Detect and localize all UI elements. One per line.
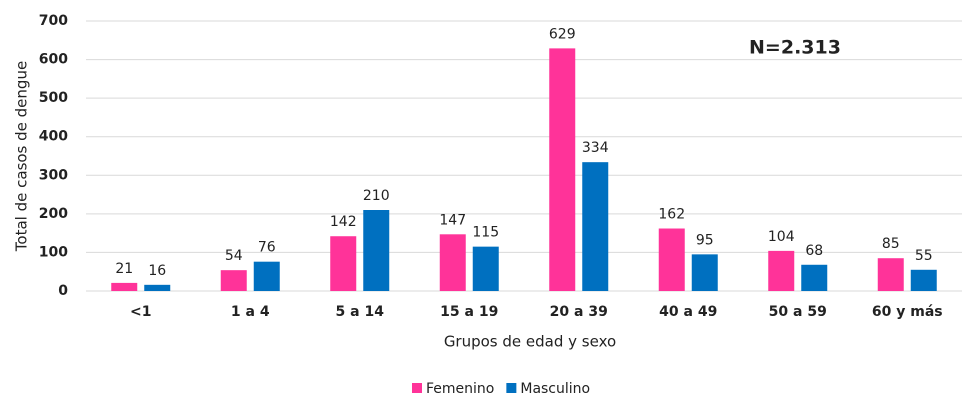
value-label: 21 (115, 261, 133, 277)
x-tick-label: 1 a 4 (231, 304, 270, 320)
bar (439, 234, 466, 291)
x-tick-label: 15 a 19 (440, 304, 498, 320)
bar (253, 261, 280, 291)
value-label: 68 (805, 243, 823, 259)
legend-label: Masculino (520, 381, 590, 397)
value-label: 629 (549, 26, 576, 42)
value-label: 85 (882, 236, 900, 252)
bar (472, 246, 499, 291)
x-tick-label: 20 a 39 (550, 304, 608, 320)
legend-swatch (506, 383, 517, 393)
bar (877, 258, 904, 291)
y-tick-label: 200 (39, 206, 68, 222)
value-label: 334 (582, 140, 609, 156)
bar (658, 228, 685, 291)
bar (910, 269, 937, 291)
bar (691, 254, 718, 291)
value-label: 142 (330, 214, 357, 230)
y-tick-label: 700 (39, 13, 68, 29)
x-tick-label: 50 a 59 (769, 304, 827, 320)
annotation: N=2.313 (749, 37, 841, 59)
x-tick-label: 5 a 14 (336, 304, 385, 320)
x-tick-label: 40 a 49 (659, 304, 717, 320)
bar (144, 284, 171, 291)
y-tick-label: 600 (39, 52, 68, 68)
y-tick-label: 300 (39, 167, 68, 183)
value-label: 95 (696, 232, 714, 248)
value-label: 115 (472, 225, 499, 241)
bar (801, 264, 828, 291)
y-tick-label: 400 (39, 129, 68, 145)
bar (549, 48, 576, 292)
value-label: 147 (439, 212, 466, 228)
y-tick-label: 100 (39, 244, 68, 260)
x-axis-title: Grupos de edad y sexo (444, 333, 616, 351)
y-tick-label: 500 (39, 90, 68, 106)
bar (582, 162, 609, 291)
x-tick-label: <1 (130, 304, 151, 320)
legend-swatch (412, 383, 422, 393)
value-label: 162 (658, 207, 685, 223)
y-tick-label: 0 (58, 283, 68, 299)
value-label: 54 (225, 248, 243, 264)
x-tick-label: 60 y más (872, 304, 943, 320)
bar (220, 270, 247, 291)
legend-label: Femenino (426, 381, 494, 397)
y-axis-title: Total de casos de dengue (13, 61, 31, 252)
value-label: 16 (148, 263, 166, 279)
value-label: 76 (258, 240, 276, 256)
bar (768, 250, 795, 291)
value-label: 55 (915, 248, 933, 264)
bar (330, 236, 357, 291)
value-label: 104 (768, 229, 795, 245)
bar (363, 210, 390, 291)
bar (111, 282, 138, 291)
value-label: 210 (363, 188, 390, 204)
